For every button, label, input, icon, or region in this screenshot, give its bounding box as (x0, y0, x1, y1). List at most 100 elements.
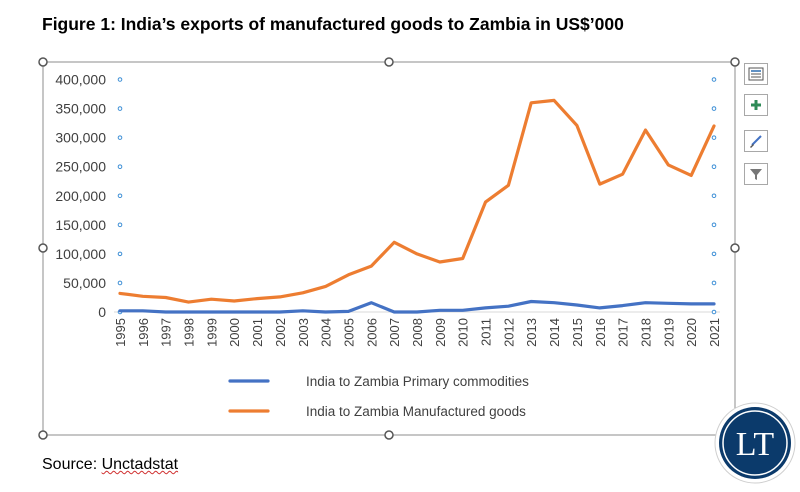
data-point (210, 298, 213, 301)
data-point (347, 273, 350, 276)
chart-styles-button[interactable] (744, 130, 768, 152)
data-point (187, 301, 190, 304)
data-point (278, 295, 281, 298)
selection-marker (711, 222, 717, 228)
y-tick-label: 350,000 (55, 101, 106, 117)
data-point (575, 124, 578, 127)
data-point (598, 183, 601, 186)
data-point (324, 285, 327, 288)
selection-marker (117, 193, 123, 199)
x-tick-label: 2007 (387, 318, 402, 347)
x-tick-label: 2011 (479, 318, 494, 346)
x-tick-label: 2008 (410, 318, 425, 347)
y-axis: 0 50,000 100,000 150,000 200,000 250,000 300,0… (55, 72, 106, 321)
layout-icon (748, 67, 764, 81)
selection-marker (117, 251, 123, 257)
data-point (461, 309, 464, 312)
y-tick-label: 200,000 (55, 188, 106, 204)
data-point (712, 124, 715, 127)
resize-handle[interactable] (730, 57, 740, 67)
selection-marker (711, 280, 717, 286)
logo-text: LT (736, 426, 775, 463)
x-tick-label: 1995 (113, 318, 128, 347)
data-point (712, 302, 715, 305)
data-point (621, 304, 624, 307)
resize-handle[interactable] (384, 430, 394, 440)
data-point (507, 184, 510, 187)
data-point (530, 101, 533, 104)
data-point (690, 174, 693, 177)
plot-series[interactable] (118, 98, 716, 314)
add-element-button[interactable] (744, 94, 768, 116)
data-point (301, 291, 304, 294)
selection-marker (117, 222, 123, 228)
x-tick-label: 2019 (661, 318, 676, 347)
source-prefix: Source: (42, 456, 102, 473)
data-point (324, 310, 327, 313)
data-point (484, 306, 487, 309)
x-tick-label: 2002 (273, 318, 288, 347)
x-tick-label: 2015 (570, 318, 585, 347)
selection-marker (117, 77, 123, 82)
x-tick-label: 2005 (341, 318, 356, 347)
data-point (393, 241, 396, 244)
data-point (233, 299, 236, 302)
x-tick-label: 2014 (547, 318, 562, 347)
y-tick-label: 100,000 (55, 246, 106, 262)
x-tick-label: 2018 (638, 318, 653, 347)
resize-handle[interactable] (38, 57, 48, 67)
data-point (164, 310, 167, 313)
chart-elements-button[interactable] (744, 63, 768, 85)
selection-marker (117, 106, 123, 111)
x-axis: 1995 1996 1997 1998 1999 2000 2001 2002 2003 2004… (113, 311, 722, 347)
data-point (575, 303, 578, 306)
data-point (690, 302, 693, 305)
series-line-manufactured-goods[interactable] (118, 98, 716, 304)
data-point (210, 310, 213, 313)
legend[interactable]: India to Zambia Primary commodities India… (228, 374, 529, 419)
data-point (393, 310, 396, 313)
resize-handle[interactable] (38, 430, 48, 440)
brush-icon (750, 135, 762, 148)
x-tick-label: 2017 (616, 318, 631, 347)
data-point (301, 309, 304, 312)
data-point (530, 300, 533, 303)
legend-label: India to Zambia Manufactured goods (306, 404, 526, 419)
series-line-primary-commodities[interactable] (118, 299, 716, 314)
resize-handle[interactable] (384, 57, 394, 67)
legend-label: India to Zambia Primary commodities (306, 374, 529, 389)
selection-marker (711, 309, 717, 315)
data-point (118, 292, 121, 295)
data-point (667, 302, 670, 305)
resize-handle[interactable] (730, 243, 740, 253)
selection-marker (711, 106, 717, 111)
x-tick-label: 1996 (136, 318, 151, 347)
y-tick-label: 250,000 (55, 159, 106, 175)
data-point (507, 305, 510, 308)
selection-marker (711, 164, 717, 169)
data-point (347, 310, 350, 313)
x-tick-label: 2020 (684, 318, 699, 347)
series-selection-markers-right (711, 77, 717, 315)
data-point (598, 306, 601, 309)
data-point (644, 128, 647, 131)
chart-filters-button[interactable] (744, 163, 768, 185)
x-tick-label: 1999 (204, 318, 219, 347)
data-point (667, 163, 670, 166)
selection-marker (711, 135, 717, 140)
selection-marker (117, 164, 123, 169)
data-point (552, 99, 555, 102)
y-tick-label: 150,000 (55, 217, 106, 233)
data-point (278, 310, 281, 313)
x-tick-label: 2012 (501, 318, 516, 347)
resize-handle[interactable] (38, 243, 48, 253)
x-tick-label: 1998 (182, 318, 197, 347)
figure-title: Figure 1: India’s exports of manufacture… (42, 14, 624, 34)
x-tick-label: 2010 (456, 318, 471, 347)
data-point (438, 309, 441, 312)
x-tick-label: 1997 (159, 318, 174, 347)
data-point (141, 309, 144, 312)
x-tick-label: 2016 (593, 318, 608, 347)
y-tick-label: 50,000 (63, 275, 106, 291)
